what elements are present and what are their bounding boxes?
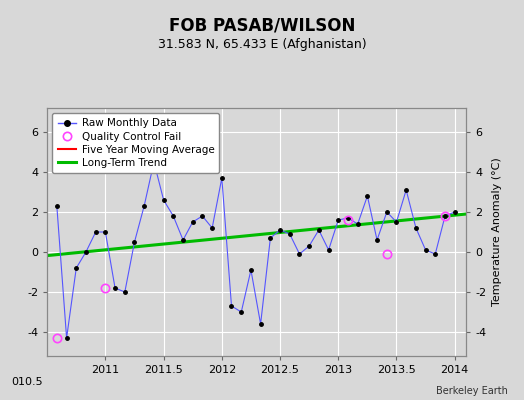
Text: 010.5: 010.5 [12,377,43,387]
Legend: Raw Monthly Data, Quality Control Fail, Five Year Moving Average, Long-Term Tren: Raw Monthly Data, Quality Control Fail, … [52,113,220,173]
Y-axis label: Temperature Anomaly (°C): Temperature Anomaly (°C) [492,158,502,306]
Text: Berkeley Earth: Berkeley Earth [436,386,508,396]
Text: FOB PASAB/WILSON: FOB PASAB/WILSON [169,16,355,34]
Text: 31.583 N, 65.433 E (Afghanistan): 31.583 N, 65.433 E (Afghanistan) [158,38,366,51]
